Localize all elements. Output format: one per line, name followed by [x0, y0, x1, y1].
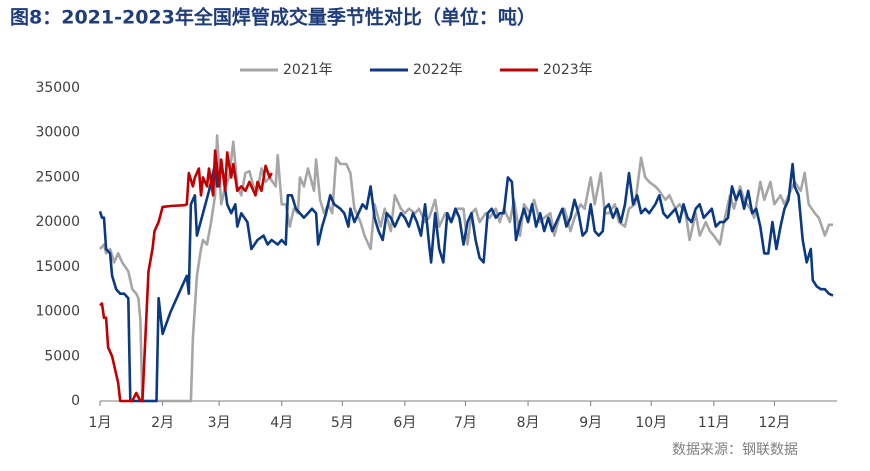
x-tick-label: 7月: [454, 415, 477, 431]
legend-label: 2023年: [543, 62, 593, 78]
y-tick-label: 0: [71, 393, 80, 409]
source: 数据来源：钢联数据: [672, 442, 798, 458]
x-tick-label: 3月: [208, 415, 231, 431]
x-tick-label: 4月: [270, 415, 293, 431]
series-line: [98, 162, 834, 403]
y-tick-label: 10000: [35, 304, 80, 320]
x-tick-label: 10月: [635, 415, 667, 431]
chart-title: 图8：2021-2023年全国焊管成交量季节性对比（单位：吨）: [10, 6, 536, 29]
x-tick-label: 1月: [89, 415, 112, 431]
y-tick-label: 30000: [35, 125, 80, 141]
x-tick-label: 9月: [579, 415, 602, 431]
x-tick-label: 8月: [517, 415, 540, 431]
x-tick-label: 12月: [758, 415, 790, 431]
legend-label: 2022年: [413, 62, 463, 78]
y-tick-label: 35000: [35, 80, 80, 96]
x-tick-label: 11月: [698, 415, 730, 431]
y-tick-label: 25000: [35, 169, 80, 185]
legend-label: 2021年: [283, 62, 333, 78]
x-tick-label: 5月: [331, 415, 354, 431]
series-line: [99, 134, 833, 403]
y-tick-label: 15000: [35, 259, 80, 275]
x-tick-label: 6月: [393, 415, 416, 431]
y-tick-label: 5000: [44, 348, 80, 364]
x-tick-label: 2月: [151, 415, 174, 431]
series-line: [99, 149, 273, 403]
y-tick-label: 20000: [35, 214, 80, 230]
